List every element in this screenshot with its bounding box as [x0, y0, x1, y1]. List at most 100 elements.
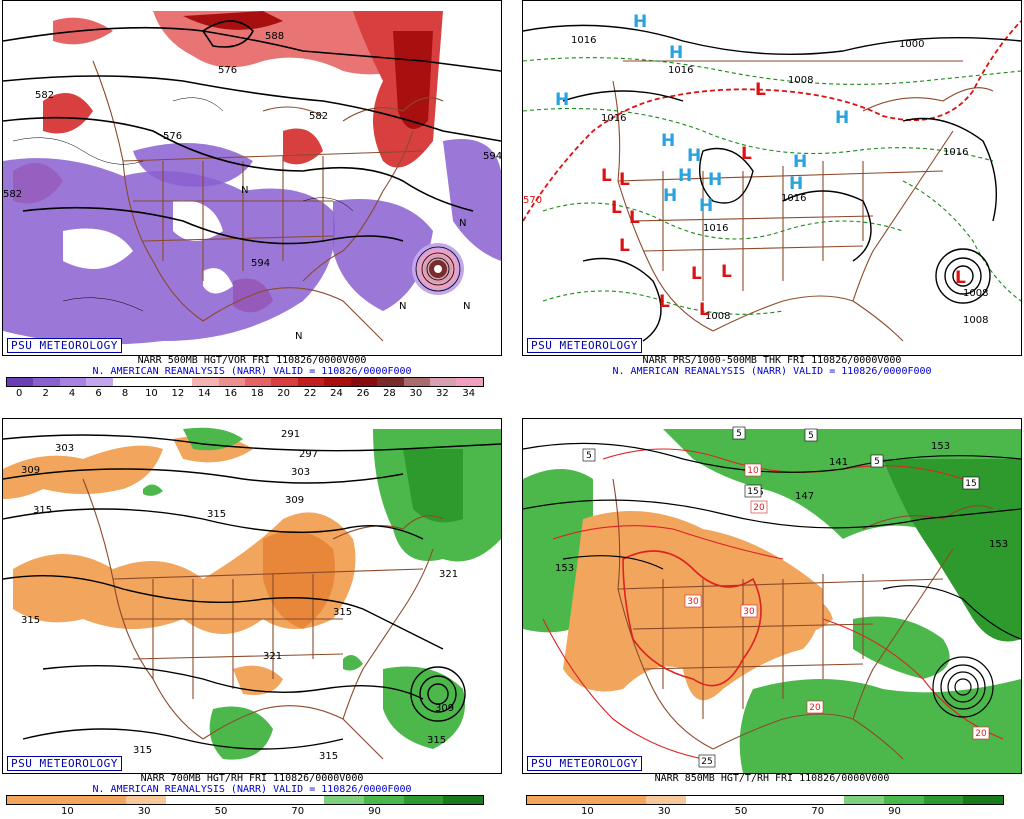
svg-text:1008: 1008	[963, 288, 988, 299]
caption-500mb-line1: NARR 500MB HGT/VOR FRI 110826/0000V000	[137, 355, 367, 366]
colorbar-segment	[7, 796, 47, 804]
map-500mb: 576 582 588 594 582 594 582 576 N N N N …	[2, 0, 502, 356]
svg-text:H: H	[708, 170, 722, 190]
n-labels: N N N N N	[241, 185, 470, 342]
colorbar-segment	[923, 796, 964, 804]
colorbar-segment	[218, 378, 245, 386]
colorbar-tick-label: 10	[61, 806, 74, 817]
svg-text:309: 309	[435, 703, 454, 714]
svg-text:1016: 1016	[943, 147, 968, 158]
colorbar-tick-label: 50	[734, 806, 748, 817]
colorbar-segment	[192, 378, 219, 386]
svg-text:H: H	[687, 146, 701, 166]
colorbar-segment	[443, 796, 484, 804]
colorbar-segment	[324, 796, 365, 804]
contour-labels-500: 576 582 588 594 582 594 582 576	[3, 31, 501, 269]
svg-text:H: H	[793, 152, 807, 172]
svg-text:297: 297	[299, 449, 318, 460]
svg-text:L: L	[699, 300, 710, 320]
colorbar-segment	[884, 796, 924, 804]
svg-text:594: 594	[483, 151, 501, 162]
svg-text:15: 15	[747, 487, 758, 497]
height-contours	[3, 434, 501, 750]
svg-text:153: 153	[989, 539, 1008, 550]
svg-text:1016: 1016	[571, 35, 596, 46]
colorbar-segment	[59, 378, 87, 386]
caption-surface-line2: N. AMERICAN REANALYSIS (NARR) VALID = 11…	[612, 366, 932, 377]
svg-text:L: L	[629, 208, 640, 228]
rh-fill	[523, 429, 1021, 773]
svg-text:15: 15	[965, 479, 976, 489]
psu-logo: PSU METEOROLOGY	[527, 338, 642, 353]
psu-logo: PSU METEOROLOGY	[527, 756, 642, 771]
svg-text:L: L	[721, 262, 732, 282]
panel-850mb: 153 147 141 153 15 153 5 5 5 5 10 15 20 …	[522, 418, 1022, 818]
colorbar-segment	[456, 378, 483, 386]
svg-text:576: 576	[163, 131, 182, 142]
thickness-contours	[523, 57, 1021, 315]
svg-text:H: H	[633, 12, 647, 32]
rh-colorbar-850	[526, 795, 1004, 805]
geography-outlines	[612, 60, 994, 342]
svg-text:L: L	[755, 80, 766, 100]
svg-text:582: 582	[309, 111, 328, 122]
svg-text:20: 20	[975, 729, 987, 739]
colorbar-tick-label: 22	[303, 388, 317, 399]
svg-text:309: 309	[21, 465, 40, 476]
svg-text:1016: 1016	[781, 193, 806, 204]
colorbar-tick-label: 4	[68, 388, 76, 399]
colorbar-tick-label: 70	[291, 806, 305, 817]
svg-text:H: H	[699, 196, 713, 216]
low-pressure-markers: L L L L L L L L L L L L	[601, 80, 966, 320]
colorbar-tick-label: 12	[171, 388, 185, 399]
svg-text:315: 315	[427, 735, 446, 746]
svg-text:588: 588	[265, 31, 284, 42]
thin-contours	[12, 97, 354, 312]
colorbar-segment	[403, 796, 444, 804]
svg-text:30: 30	[743, 607, 755, 617]
colorbar-tick-label: 18	[250, 388, 264, 399]
svg-text:5: 5	[736, 429, 742, 439]
svg-text:30: 30	[687, 597, 699, 607]
colorbar-segment	[46, 796, 87, 804]
svg-text:1008: 1008	[788, 75, 813, 86]
geography-outlines	[612, 478, 994, 760]
svg-text:315: 315	[319, 751, 338, 762]
svg-text:141: 141	[829, 457, 848, 468]
hurricane-vortex	[412, 243, 464, 295]
caption-500mb-line2: N. AMERICAN REANALYSIS (NARR) VALID = 11…	[92, 366, 412, 377]
colorbar-tick-label: 16	[224, 388, 238, 399]
svg-text:H: H	[663, 186, 677, 206]
svg-text:H: H	[678, 166, 692, 186]
colorbar-segment	[963, 796, 1004, 804]
temperature-contours	[542, 448, 1004, 760]
panel-500mb: 576 582 588 594 582 594 582 576 N N N N …	[2, 0, 502, 400]
psu-logo: PSU METEOROLOGY	[7, 756, 122, 771]
colorbar-segment	[430, 378, 457, 386]
svg-text:N: N	[295, 331, 302, 342]
colorbar-tick-label: 30	[137, 806, 151, 817]
svg-text:582: 582	[3, 189, 22, 200]
colorbar-tick-label: 10	[581, 806, 594, 817]
colorbar-tick-label: 26	[356, 388, 370, 399]
map-700mb: 303 309 315 291 297 303 309 315 315 321 …	[2, 418, 502, 774]
height-contours	[3, 20, 501, 245]
svg-text:1008: 1008	[963, 315, 988, 326]
geography-outlines	[82, 478, 444, 760]
svg-text:L: L	[659, 292, 670, 312]
psu-logo: PSU METEOROLOGY	[7, 338, 122, 353]
colorbar-tick-label: 28	[383, 388, 396, 399]
colorbar-segment	[86, 378, 113, 386]
map-500mb-svg: 576 582 588 594 582 594 582 576 N N N N …	[3, 11, 501, 345]
colorbar-segment	[139, 378, 166, 386]
colorbar-tick-label: 90	[888, 806, 901, 817]
colorbar-segment	[527, 796, 567, 804]
svg-text:20: 20	[753, 503, 765, 513]
svg-text:1000: 1000	[899, 39, 924, 50]
svg-text:1016: 1016	[703, 223, 728, 234]
colorbar-tick-label: 2	[42, 388, 49, 399]
svg-text:309: 309	[285, 495, 304, 506]
rh-fill	[3, 427, 501, 760]
colorbar-segment	[725, 796, 766, 804]
colorbar-tick-label: 34	[462, 388, 476, 399]
